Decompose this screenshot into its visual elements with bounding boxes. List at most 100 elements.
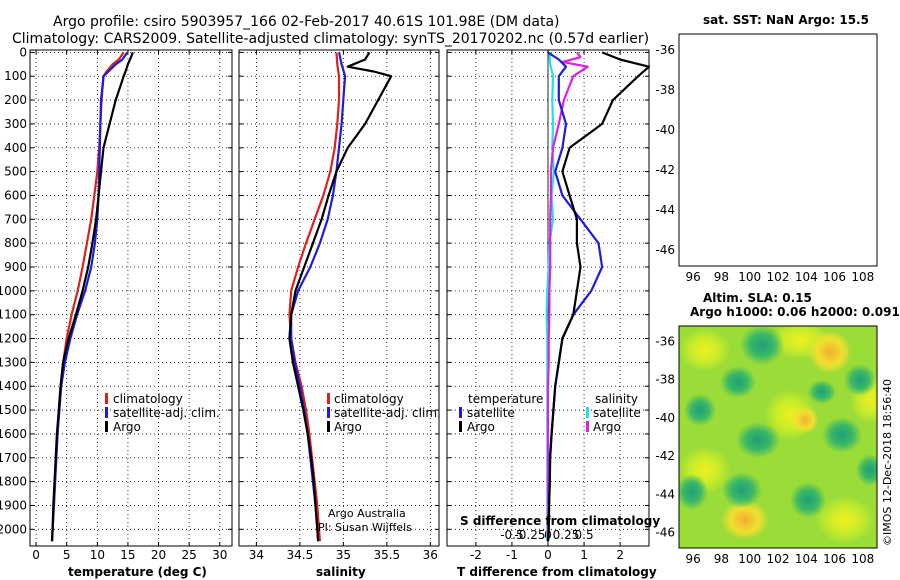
depth-tick-label: 1900 [0, 498, 27, 512]
legend-swatch-argo [327, 421, 330, 432]
imos-credit: ©IMOS 12-Dec-2018 18:56:40 [881, 379, 894, 546]
grid-layer [30, 50, 649, 546]
depth-tick-label: 100 [4, 69, 27, 83]
sla-low [856, 454, 877, 486]
credit-line-1: Argo Australia [328, 507, 406, 520]
salinity-x-tick-label: 35 [336, 548, 351, 562]
salinity-panel-frame [238, 49, 440, 547]
difference-top-x-tick-label: 0.5 [575, 528, 594, 542]
series-0-satellite [50, 51, 129, 542]
difference-x-tick-label: 0 [544, 548, 552, 562]
title-line-1: Argo profile: csiro 5903957_166 02-Feb-2… [53, 14, 560, 30]
title-line-2: Climatology: CARS2009. Satellite-adjuste… [12, 31, 649, 47]
sla-low [790, 482, 826, 518]
difference-top-x-tick-label: -0.25 [514, 528, 545, 542]
map-lat-label: -38 [655, 373, 675, 387]
temperature-x-tick-label: 20 [151, 548, 166, 562]
difference-x-tick-label: -2 [470, 548, 482, 562]
salinity-x-tick-label: 34.5 [287, 548, 314, 562]
legend-swatch-argo [105, 421, 108, 432]
legend-satellite: satellite-adj. clim. [334, 406, 441, 420]
temperature-legend: climatology satellite-adj. clim. Argo [105, 392, 220, 434]
legend-argo: Argo [334, 420, 362, 434]
depth-tick-label: 200 [4, 93, 27, 107]
sst-map-title: sat. SST: NaN Argo: 15.5 [703, 13, 869, 27]
depth-tick-label: 1200 [0, 332, 27, 346]
temperature-panel-frame [29, 49, 233, 547]
map-lon-label: 102 [767, 552, 790, 566]
legend-title-temperature: temperature [468, 392, 543, 406]
legend-swatch-climatology [327, 393, 330, 404]
depth-tick-label: 300 [4, 117, 27, 131]
series-layer [50, 51, 783, 542]
salinity-legend: climatology satellite-adj. clim. Argo Ar… [318, 392, 441, 534]
sla-low [822, 417, 862, 453]
map-lon-label: 102 [767, 270, 790, 284]
legend-t-satellite: satellite [467, 406, 515, 420]
credit-line-2: PI: Susan Wijffels [318, 521, 412, 534]
sla-low [740, 326, 784, 365]
difference-top-x-tick-label: 0.25 [553, 528, 580, 542]
sla-low [808, 380, 836, 404]
legend-swatch-satellite [327, 407, 330, 418]
map-lat-label: -44 [655, 487, 675, 501]
legend-swatch-t-argo [459, 421, 462, 432]
series-0-climatology [50, 51, 125, 542]
sla-low [684, 394, 716, 426]
map-lon-label: 98 [714, 270, 729, 284]
map-lat-label: -44 [655, 203, 675, 217]
sla-map-title-2: Argo h1000: 0.06 h2000: 0.091 [690, 305, 900, 319]
legend-satellite: satellite-adj. clim. [113, 406, 220, 420]
sla-peak [721, 500, 769, 540]
depth-tick-label: 1500 [0, 403, 27, 417]
depth-tick-label: 900 [4, 260, 27, 274]
temperature-x-tick-label: 5 [63, 548, 71, 562]
depth-tick-label: 600 [4, 188, 27, 202]
sla-low [736, 422, 780, 458]
sla-map-title-1: Altim. SLA: 0.15 [703, 291, 812, 305]
depth-tick-label: 2000 [0, 522, 27, 536]
series-2-t-argo [546, 51, 651, 542]
legend-s-satellite: satellite [593, 406, 641, 420]
map-lon-label: 104 [795, 552, 818, 566]
map-lat-label: -42 [655, 449, 675, 463]
map-lat-label: -36 [655, 43, 675, 57]
map-lat-label: -40 [655, 123, 675, 137]
map-lat-label: -46 [655, 243, 675, 257]
tick-layer: 0100200300400500600700800900100011001200… [0, 34, 877, 566]
series-1-argo [288, 51, 393, 542]
sla-peak [808, 330, 852, 374]
salinity-x-tick-label: 35.5 [373, 548, 400, 562]
difference-x-tick-label: -1 [506, 548, 518, 562]
temperature-x-tick-label: 30 [212, 548, 227, 562]
sla-heatmap [679, 326, 877, 548]
depth-tick-label: 700 [4, 212, 27, 226]
depth-tick-label: 500 [4, 165, 27, 179]
legend-title-salinity: salinity [595, 392, 638, 406]
map-lon-label: 108 [851, 552, 874, 566]
depth-tick-label: 1400 [0, 379, 27, 393]
series-0-argo [50, 52, 134, 542]
salinity-xlabel: salinity [316, 565, 366, 579]
depth-tick-label: 400 [4, 141, 27, 155]
temperature-x-tick-label: 0 [32, 548, 40, 562]
legend-swatch-s-satellite [586, 407, 589, 418]
map-lon-label: 104 [795, 270, 818, 284]
difference-top-x-tick-label: -0.5 [500, 528, 523, 542]
difference-xlabel: T difference from climatology [457, 565, 657, 579]
difference-x-tick-label: 1 [580, 548, 588, 562]
series-2-s-argo [546, 51, 589, 542]
map-lon-label: 106 [823, 552, 846, 566]
map-lat-label: -40 [655, 411, 675, 425]
difference-legend: temperature salinity satellite Argo sate… [459, 392, 641, 434]
map-lon-label: 108 [851, 270, 874, 284]
depth-tick-label: 1600 [0, 427, 27, 441]
sla-low [844, 364, 876, 396]
temperature-x-tick-label: 25 [182, 548, 197, 562]
legend-argo: Argo [113, 420, 141, 434]
sla-high [815, 496, 875, 544]
map-lat-label: -46 [655, 526, 675, 540]
sla-low [722, 472, 762, 508]
map-lon-label: 98 [714, 552, 729, 566]
map-lat-label: -36 [655, 334, 675, 348]
